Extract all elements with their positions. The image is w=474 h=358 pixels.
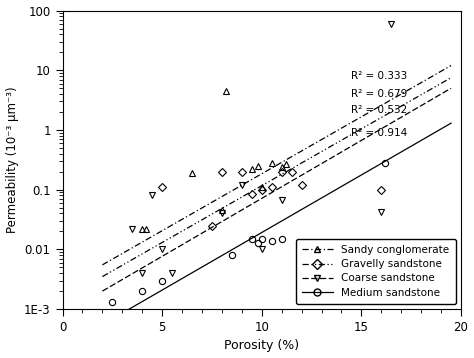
Legend: Sandy conglomerate, Gravelly sandstone, Coarse sandstone, Medium sandstone: Sandy conglomerate, Gravelly sandstone, … [296,239,456,304]
Text: R² = 0.914: R² = 0.914 [351,128,408,138]
X-axis label: Porosity (%): Porosity (%) [224,339,300,352]
Text: R² = 0.679: R² = 0.679 [351,89,408,99]
Text: R² = 0.333: R² = 0.333 [351,71,408,81]
Text: R² = 0.532: R² = 0.532 [351,105,408,115]
Y-axis label: Permeability (10⁻³ μm⁻³): Permeability (10⁻³ μm⁻³) [6,87,18,233]
